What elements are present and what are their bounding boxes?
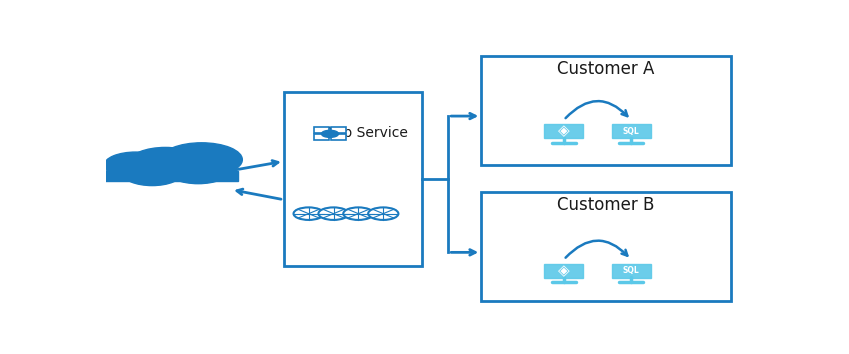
Text: Customer A: Customer A [558,60,655,78]
Circle shape [160,143,242,177]
Text: Customer B: Customer B [558,196,655,215]
FancyBboxPatch shape [481,56,731,165]
Circle shape [368,207,398,220]
FancyBboxPatch shape [612,264,650,278]
Text: ◈: ◈ [558,124,570,138]
Text: ◈: ◈ [558,263,570,278]
Text: App Service: App Service [325,126,408,141]
Text: Internet: Internet [133,190,197,204]
FancyBboxPatch shape [544,264,583,278]
FancyBboxPatch shape [481,193,731,302]
FancyBboxPatch shape [331,127,346,133]
FancyBboxPatch shape [314,127,329,133]
FancyBboxPatch shape [612,124,650,138]
FancyBboxPatch shape [331,135,346,141]
Text: SQL: SQL [623,266,639,275]
Circle shape [104,152,167,178]
Text: SQL: SQL [623,127,639,136]
Circle shape [318,207,349,220]
Circle shape [129,147,201,177]
Circle shape [343,207,374,220]
Circle shape [166,158,230,184]
FancyBboxPatch shape [544,124,583,138]
Circle shape [294,207,323,220]
Bar [93,171,238,182]
Circle shape [122,161,182,185]
FancyBboxPatch shape [314,135,329,141]
FancyBboxPatch shape [284,92,422,266]
Circle shape [322,130,339,137]
